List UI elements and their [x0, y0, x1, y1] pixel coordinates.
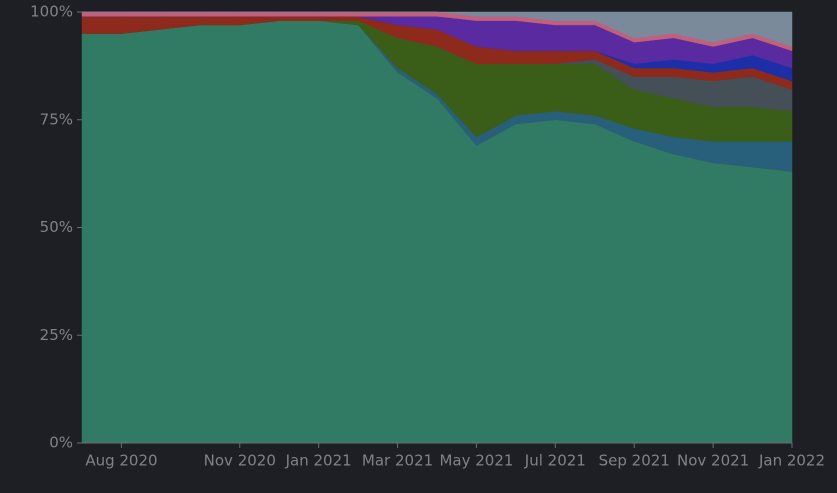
x-tick-label: Aug 2020 [85, 452, 157, 470]
x-tick-label: Jan 2022 [758, 452, 825, 470]
area [82, 11, 793, 47]
y-tick-label: 50% [40, 218, 73, 236]
y-tick-label: 75% [40, 110, 73, 128]
x-tick-label: Jan 2021 [285, 452, 352, 470]
x-tick-label: Sep 2021 [599, 452, 670, 470]
y-tick-label: 0% [49, 434, 73, 452]
y-tick-label: 100% [30, 3, 73, 21]
y-tick-label: 25% [40, 326, 73, 344]
x-tick-label: Mar 2021 [362, 452, 433, 470]
x-tick-label: Jul 2021 [524, 452, 586, 470]
x-tick-label: Nov 2020 [204, 452, 276, 470]
x-tick-label: Nov 2021 [677, 452, 749, 470]
x-tick-label: May 2021 [439, 452, 513, 470]
